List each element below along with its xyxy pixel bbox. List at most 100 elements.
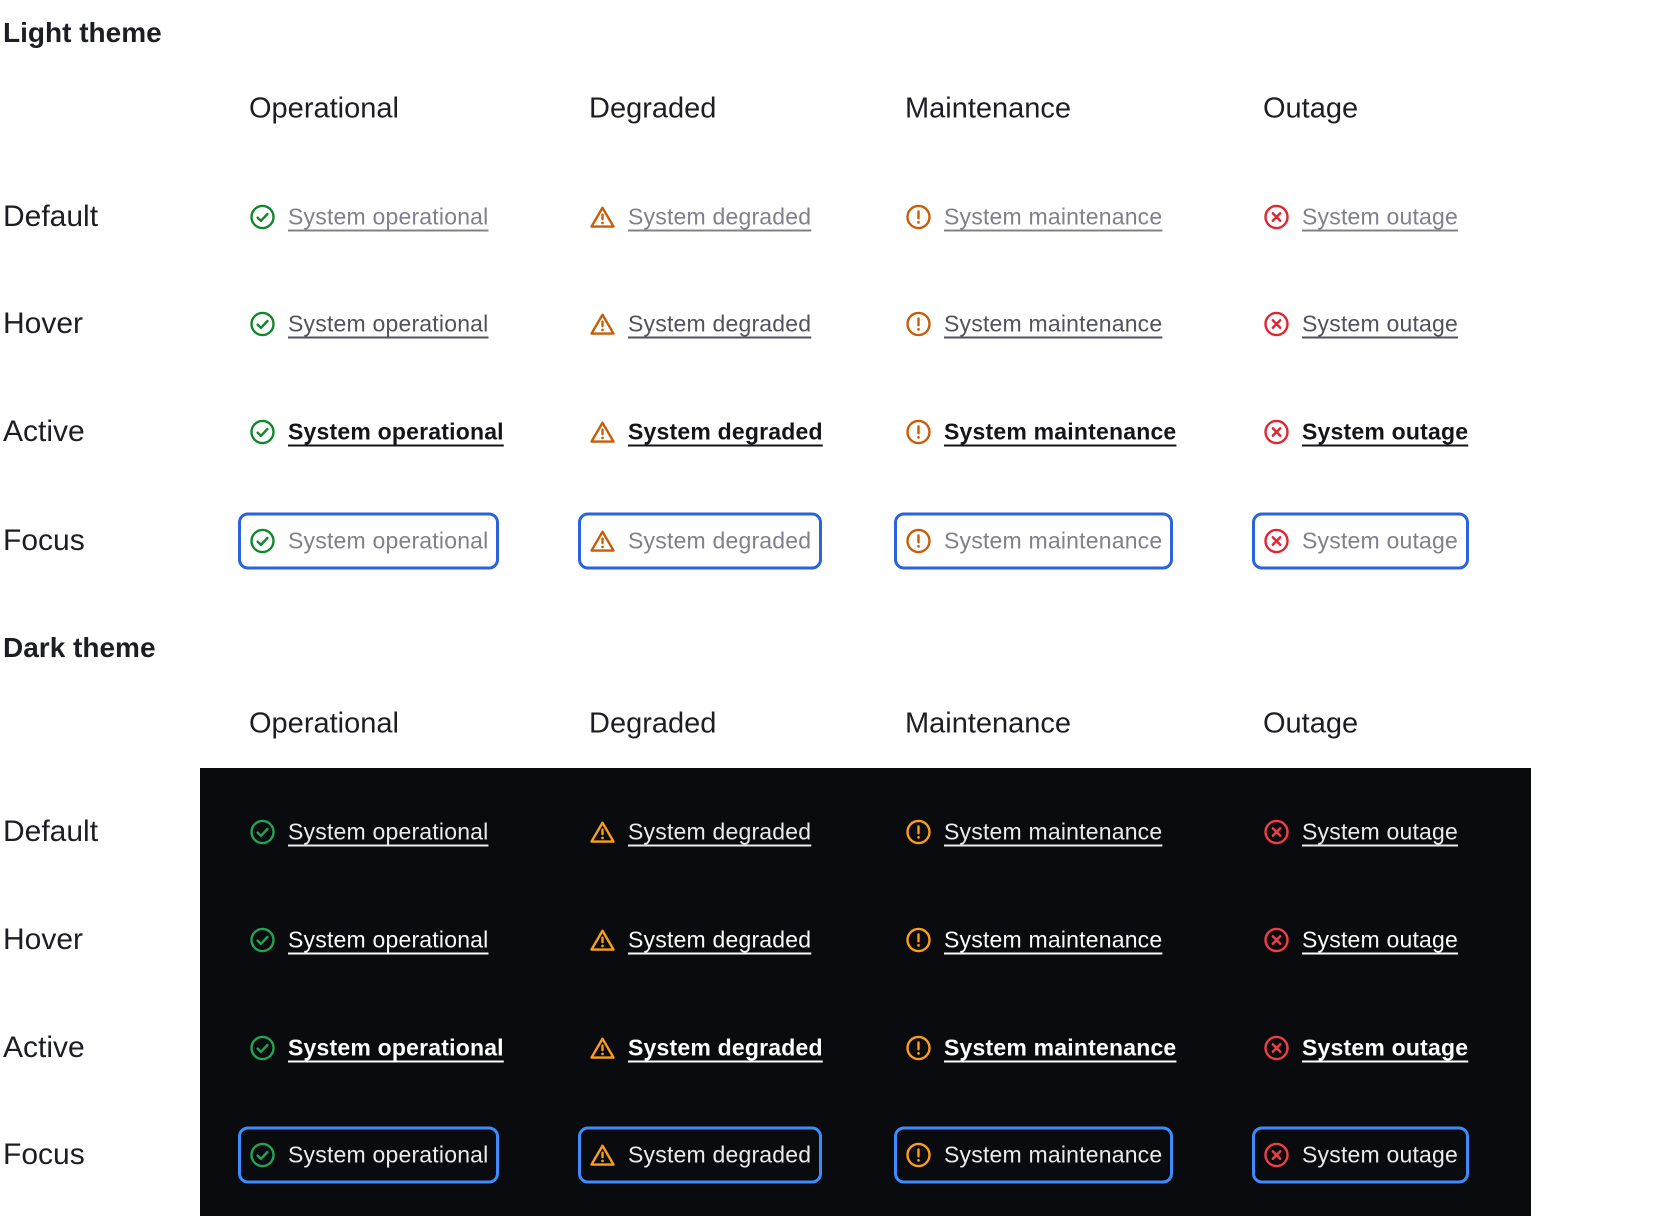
status-link-outage-focus[interactable]: System outage [1252, 512, 1470, 570]
dark-column-header-outage: Outage [1263, 707, 1359, 740]
status-link-maintenance-focus-dark[interactable]: System maintenance [894, 1126, 1174, 1184]
status-link-outage-hover[interactable]: System outage [1263, 311, 1458, 338]
check-circle-icon [249, 1035, 276, 1062]
status-link-label: System operational [288, 1034, 504, 1061]
status-link-label: System maintenance [944, 418, 1177, 445]
light-row-label-active: Active [3, 415, 85, 448]
light-theme-title: Light theme [3, 17, 162, 48]
status-link-outage-hover-dark[interactable]: System outage [1263, 927, 1458, 954]
status-link-label: System outage [1302, 527, 1459, 554]
status-link-label: System maintenance [944, 1141, 1163, 1168]
status-link-maintenance-default[interactable]: System maintenance [905, 204, 1162, 231]
status-link-label: System degraded [628, 203, 812, 230]
status-link-label: System maintenance [944, 926, 1163, 953]
status-link-label: System degraded [628, 1141, 812, 1168]
check-circle-icon [249, 927, 276, 954]
status-link-operational-default[interactable]: System operational [249, 204, 488, 231]
dark-column-header-degraded: Degraded [589, 707, 717, 740]
status-link-label: System operational [288, 527, 489, 554]
status-link-operational-default-dark[interactable]: System operational [249, 819, 488, 846]
status-link-label: System maintenance [944, 818, 1163, 845]
dark-theme-title: Dark theme [3, 632, 156, 663]
status-link-outage-active-dark[interactable]: System outage [1263, 1035, 1468, 1062]
dark-theme-panel [200, 768, 1531, 1216]
status-link-operational-active[interactable]: System operational [249, 419, 504, 446]
check-circle-icon [249, 311, 276, 338]
status-link-degraded-focus[interactable]: System degraded [578, 512, 823, 570]
x-circle-icon [1263, 927, 1290, 954]
alert-circle-icon [905, 204, 932, 231]
status-link-degraded-default[interactable]: System degraded [589, 204, 811, 231]
status-link-label: System outage [1302, 1141, 1459, 1168]
alert-circle-icon [905, 311, 932, 338]
status-link-label: System operational [288, 1141, 489, 1168]
status-link-outage-default[interactable]: System outage [1263, 204, 1458, 231]
status-link-label: System outage [1302, 203, 1459, 230]
light-row-label-default: Default [3, 200, 99, 233]
status-link-label: System degraded [628, 527, 812, 554]
status-link-label: System outage [1302, 818, 1459, 845]
dark-row-label-hover: Hover [3, 923, 84, 956]
warning-triangle-icon [589, 419, 616, 446]
status-link-maintenance-focus[interactable]: System maintenance [894, 512, 1174, 570]
status-link-label: System maintenance [944, 527, 1163, 554]
status-link-label: System outage [1302, 310, 1459, 337]
status-link-label: System degraded [628, 418, 823, 445]
check-circle-icon [249, 819, 276, 846]
status-link-maintenance-active-dark[interactable]: System maintenance [905, 1035, 1176, 1062]
status-link-operational-hover-dark[interactable]: System operational [249, 927, 488, 954]
status-link-label: System maintenance [944, 203, 1163, 230]
check-circle-icon [249, 419, 276, 446]
status-link-label: System operational [288, 418, 504, 445]
status-link-degraded-hover[interactable]: System degraded [589, 311, 811, 338]
status-link-maintenance-hover-dark[interactable]: System maintenance [905, 927, 1162, 954]
x-circle-icon [1263, 819, 1290, 846]
dark-row-label-active: Active [3, 1031, 85, 1064]
status-link-operational-active-dark[interactable]: System operational [249, 1035, 504, 1062]
status-link-operational-focus-dark[interactable]: System operational [238, 1126, 500, 1184]
warning-triangle-icon [589, 1035, 616, 1062]
status-link-maintenance-hover[interactable]: System maintenance [905, 311, 1162, 338]
status-link-operational-focus[interactable]: System operational [238, 512, 500, 570]
status-link-label: System maintenance [944, 310, 1163, 337]
dark-row-label-focus: Focus [3, 1138, 85, 1171]
status-link-label: System outage [1302, 1034, 1469, 1061]
status-link-maintenance-default-dark[interactable]: System maintenance [905, 819, 1162, 846]
light-column-header-degraded: Degraded [589, 92, 717, 125]
light-column-header-maintenance: Maintenance [905, 92, 1072, 125]
light-row-label-focus: Focus [3, 524, 85, 557]
status-link-label: System degraded [628, 310, 812, 337]
status-link-degraded-active[interactable]: System degraded [589, 419, 823, 446]
status-link-maintenance-active[interactable]: System maintenance [905, 419, 1176, 446]
status-link-outage-default-dark[interactable]: System outage [1263, 819, 1458, 846]
x-circle-icon [1263, 1142, 1290, 1169]
warning-triangle-icon [589, 311, 616, 338]
status-link-degraded-active-dark[interactable]: System degraded [589, 1035, 823, 1062]
status-link-degraded-hover-dark[interactable]: System degraded [589, 927, 811, 954]
status-link-degraded-focus-dark[interactable]: System degraded [578, 1126, 823, 1184]
light-column-header-outage: Outage [1263, 92, 1359, 125]
status-link-label: System degraded [628, 818, 812, 845]
status-link-label: System operational [288, 310, 489, 337]
check-circle-icon [249, 204, 276, 231]
alert-circle-icon [905, 927, 932, 954]
dark-column-header-maintenance: Maintenance [905, 707, 1072, 740]
status-link-label: System degraded [628, 926, 812, 953]
status-link-operational-hover[interactable]: System operational [249, 311, 488, 338]
alert-circle-icon [905, 1142, 932, 1169]
warning-triangle-icon [589, 528, 616, 555]
status-link-label: System outage [1302, 926, 1459, 953]
check-circle-icon [249, 1142, 276, 1169]
dark-row-label-default: Default [3, 815, 99, 848]
check-circle-icon [249, 528, 276, 555]
x-circle-icon [1263, 311, 1290, 338]
status-link-label: System degraded [628, 1034, 823, 1061]
alert-circle-icon [905, 1035, 932, 1062]
status-link-degraded-default-dark[interactable]: System degraded [589, 819, 811, 846]
status-link-label: System operational [288, 818, 489, 845]
x-circle-icon [1263, 204, 1290, 231]
status-link-outage-active[interactable]: System outage [1263, 419, 1468, 446]
light-row-label-hover: Hover [3, 307, 84, 340]
status-link-outage-focus-dark[interactable]: System outage [1252, 1126, 1470, 1184]
